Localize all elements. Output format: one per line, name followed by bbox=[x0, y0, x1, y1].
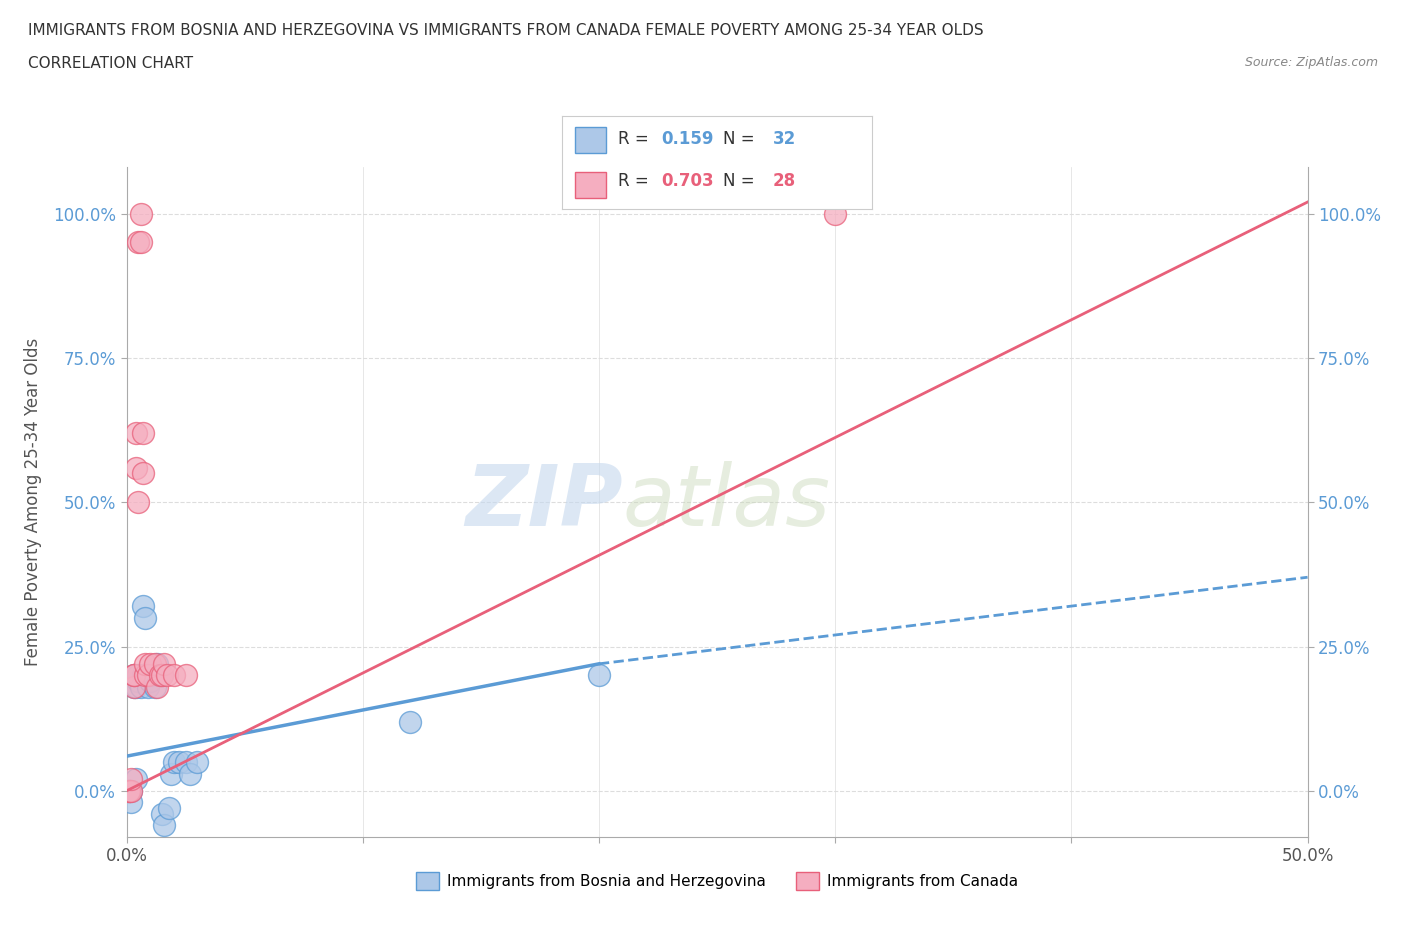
Point bbox=[132, 668, 155, 683]
Point bbox=[139, 673, 162, 688]
Text: R =: R = bbox=[619, 130, 654, 149]
Text: CORRELATION CHART: CORRELATION CHART bbox=[28, 56, 193, 71]
Text: 32: 32 bbox=[773, 130, 796, 149]
Point bbox=[134, 668, 156, 683]
Point bbox=[132, 599, 155, 614]
Point bbox=[129, 235, 152, 250]
Point bbox=[120, 795, 142, 810]
Point bbox=[150, 668, 173, 683]
Point bbox=[174, 754, 197, 769]
Point bbox=[136, 668, 159, 683]
Point bbox=[120, 783, 142, 798]
Point bbox=[167, 754, 190, 769]
Point bbox=[120, 772, 142, 787]
Text: 0.159: 0.159 bbox=[661, 130, 714, 149]
Point bbox=[153, 657, 176, 671]
Point bbox=[150, 806, 173, 821]
Point bbox=[127, 495, 149, 510]
Point bbox=[122, 668, 145, 683]
Point bbox=[163, 754, 186, 769]
Point bbox=[122, 668, 145, 683]
Point bbox=[122, 680, 145, 695]
Point bbox=[399, 714, 422, 729]
Point bbox=[149, 668, 172, 683]
Point bbox=[125, 680, 148, 695]
Text: Source: ZipAtlas.com: Source: ZipAtlas.com bbox=[1244, 56, 1378, 69]
Text: IMMIGRANTS FROM BOSNIA AND HERZEGOVINA VS IMMIGRANTS FROM CANADA FEMALE POVERTY : IMMIGRANTS FROM BOSNIA AND HERZEGOVINA V… bbox=[28, 23, 984, 38]
Point bbox=[118, 783, 141, 798]
Point bbox=[150, 668, 173, 683]
Point bbox=[146, 657, 169, 671]
Text: 28: 28 bbox=[773, 172, 796, 191]
Point bbox=[141, 668, 163, 683]
Point bbox=[129, 680, 152, 695]
Point bbox=[118, 783, 141, 798]
Point bbox=[136, 680, 159, 695]
FancyBboxPatch shape bbox=[575, 172, 606, 198]
Point bbox=[122, 680, 145, 695]
Point bbox=[153, 818, 176, 833]
Point bbox=[127, 673, 149, 688]
Point bbox=[143, 680, 166, 695]
Text: 0.703: 0.703 bbox=[661, 172, 714, 191]
Point bbox=[157, 801, 180, 816]
Point bbox=[160, 766, 183, 781]
Point bbox=[118, 783, 141, 798]
Point bbox=[132, 466, 155, 481]
Point bbox=[143, 657, 166, 671]
Legend: Immigrants from Bosnia and Herzegovina, Immigrants from Canada: Immigrants from Bosnia and Herzegovina, … bbox=[411, 866, 1024, 897]
Text: N =: N = bbox=[723, 130, 761, 149]
Point bbox=[127, 668, 149, 683]
Point bbox=[824, 206, 846, 221]
Point bbox=[134, 610, 156, 625]
FancyBboxPatch shape bbox=[575, 127, 606, 153]
Y-axis label: Female Poverty Among 25-34 Year Olds: Female Poverty Among 25-34 Year Olds bbox=[24, 339, 42, 666]
Point bbox=[174, 668, 197, 683]
Point bbox=[125, 772, 148, 787]
Point bbox=[129, 206, 152, 221]
Point bbox=[163, 668, 186, 683]
Point bbox=[127, 235, 149, 250]
Point bbox=[588, 668, 610, 683]
Point bbox=[132, 426, 155, 441]
Point bbox=[125, 426, 148, 441]
Point bbox=[156, 668, 179, 683]
Point bbox=[122, 668, 145, 683]
Text: atlas: atlas bbox=[623, 460, 831, 544]
Point bbox=[134, 657, 156, 671]
Text: ZIP: ZIP bbox=[465, 460, 623, 544]
Point bbox=[186, 754, 208, 769]
Point bbox=[118, 783, 141, 798]
Text: R =: R = bbox=[619, 172, 654, 191]
Point bbox=[179, 766, 201, 781]
Point bbox=[125, 460, 148, 475]
Text: N =: N = bbox=[723, 172, 761, 191]
Point bbox=[139, 668, 162, 683]
Point bbox=[120, 783, 142, 798]
Point bbox=[146, 680, 169, 695]
Point bbox=[139, 657, 162, 671]
